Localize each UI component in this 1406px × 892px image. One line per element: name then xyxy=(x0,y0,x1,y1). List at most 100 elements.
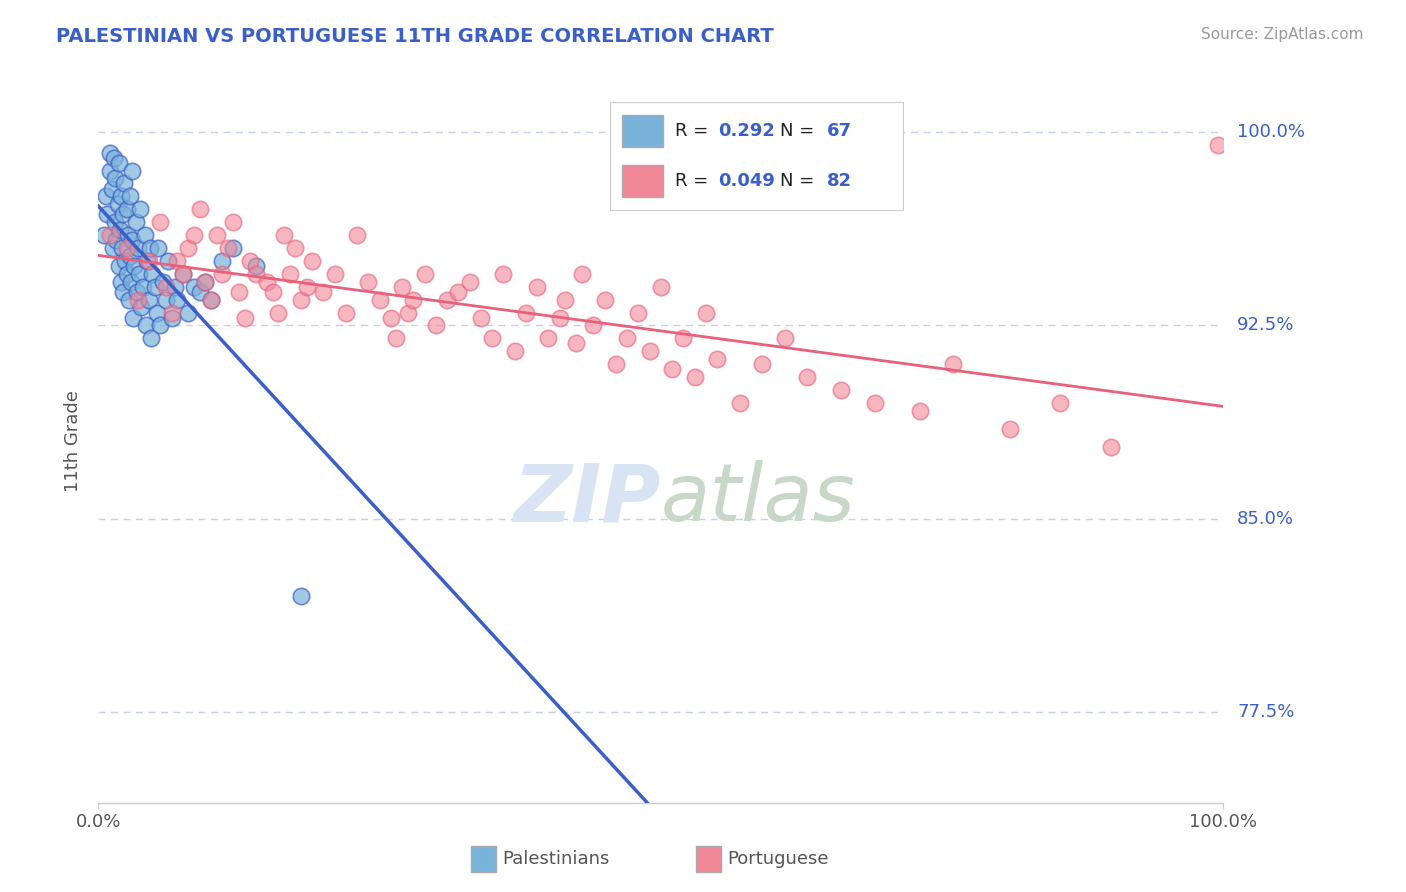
Point xyxy=(706,351,728,366)
Point xyxy=(129,202,152,217)
Point xyxy=(222,241,245,255)
Point xyxy=(503,344,526,359)
Text: 85.0%: 85.0% xyxy=(1237,510,1294,528)
Point xyxy=(638,344,661,359)
Point xyxy=(616,331,638,345)
Point xyxy=(124,215,146,229)
Text: Source: ZipAtlas.com: Source: ZipAtlas.com xyxy=(1201,27,1364,42)
Point xyxy=(135,318,157,333)
Point xyxy=(908,403,931,417)
Point xyxy=(138,254,160,268)
Point xyxy=(571,267,593,281)
Point xyxy=(141,331,163,345)
Point xyxy=(118,189,141,203)
Point xyxy=(695,305,717,319)
Point xyxy=(134,228,156,243)
Point xyxy=(128,267,150,281)
Point xyxy=(998,422,1021,436)
Point xyxy=(127,293,149,307)
Point xyxy=(515,305,537,319)
Point xyxy=(98,163,121,178)
Point xyxy=(194,275,217,289)
Point xyxy=(110,189,132,203)
Text: 92.5%: 92.5% xyxy=(1237,317,1295,334)
Point xyxy=(101,241,124,255)
Point xyxy=(155,293,177,307)
Point xyxy=(357,275,380,289)
Point xyxy=(104,171,127,186)
Point xyxy=(312,285,335,299)
Point xyxy=(481,331,503,345)
Point xyxy=(104,215,127,229)
Point xyxy=(138,293,160,307)
Point xyxy=(211,267,233,281)
Point xyxy=(290,293,312,307)
Point xyxy=(200,293,222,307)
Point xyxy=(554,293,576,307)
Point xyxy=(380,310,402,325)
Point xyxy=(447,285,470,299)
Point xyxy=(391,279,413,293)
Point xyxy=(152,275,174,289)
Point xyxy=(120,275,142,289)
Point xyxy=(1049,396,1071,410)
Point xyxy=(458,275,481,289)
Point xyxy=(751,357,773,371)
Point xyxy=(301,254,323,268)
Point xyxy=(166,293,188,307)
Point xyxy=(683,370,706,384)
Text: 100.0%: 100.0% xyxy=(1237,123,1305,141)
Point xyxy=(346,228,368,243)
Point xyxy=(773,331,796,345)
Point xyxy=(108,223,131,237)
Point xyxy=(217,241,239,255)
Point xyxy=(141,267,163,281)
Point xyxy=(245,267,267,281)
Point xyxy=(436,293,458,307)
Point xyxy=(233,310,256,325)
Point xyxy=(796,370,818,384)
Point xyxy=(290,590,312,604)
Point xyxy=(166,254,188,268)
Point xyxy=(672,331,695,345)
Point xyxy=(101,182,124,196)
Point xyxy=(385,331,408,345)
Point xyxy=(107,197,129,211)
Point xyxy=(267,305,290,319)
Point xyxy=(183,279,205,293)
Point xyxy=(103,151,125,165)
Point xyxy=(205,228,228,243)
Text: PALESTINIAN VS PORTUGUESE 11TH GRADE CORRELATION CHART: PALESTINIAN VS PORTUGUESE 11TH GRADE COR… xyxy=(56,27,773,45)
Point xyxy=(121,163,143,178)
Point xyxy=(188,285,211,299)
Text: atlas: atlas xyxy=(661,460,856,539)
Point xyxy=(149,318,172,333)
Point xyxy=(160,310,183,325)
Point xyxy=(368,293,391,307)
Text: ZIP: ZIP xyxy=(513,460,661,539)
Point xyxy=(149,215,172,229)
Point xyxy=(425,318,447,333)
Point xyxy=(107,259,129,273)
Point xyxy=(157,254,180,268)
Point xyxy=(96,207,118,221)
Point xyxy=(413,267,436,281)
Point xyxy=(172,267,194,281)
Point xyxy=(183,228,205,243)
Point xyxy=(143,279,166,293)
Point xyxy=(115,267,138,281)
Point xyxy=(728,396,751,410)
Point xyxy=(107,156,129,170)
Point xyxy=(284,241,307,255)
Point xyxy=(211,254,233,268)
Point xyxy=(402,293,425,307)
Point xyxy=(135,254,157,268)
Point xyxy=(194,275,217,289)
Point xyxy=(177,305,200,319)
Point xyxy=(239,254,262,268)
Point xyxy=(256,275,278,289)
Point xyxy=(278,267,301,281)
Point xyxy=(526,279,548,293)
Point xyxy=(114,254,136,268)
Point xyxy=(93,228,115,243)
